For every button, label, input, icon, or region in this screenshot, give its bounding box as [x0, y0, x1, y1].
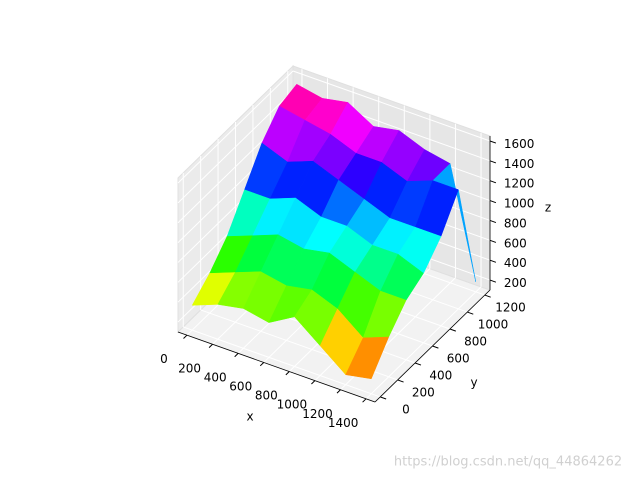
- y-tick-label: 1200: [495, 301, 526, 315]
- tick-mark: [489, 140, 497, 144]
- tick-mark: [234, 353, 239, 358]
- x-tick-label: 0: [160, 352, 168, 366]
- y-tick-label: 600: [447, 352, 470, 366]
- z-tick-label: 1000: [504, 197, 535, 211]
- grid-line: [177, 70, 294, 184]
- x-tick-label: 200: [178, 361, 201, 375]
- axis-line: [374, 289, 491, 403]
- z-tick-label: 800: [504, 216, 527, 230]
- y-tick-label: 0: [402, 402, 410, 416]
- tick-mark: [397, 379, 404, 383]
- y-tick-label: 200: [412, 385, 435, 399]
- x-tick-label: 1000: [277, 398, 308, 412]
- tick-mark: [432, 345, 439, 349]
- z-tick-label: 1400: [504, 157, 535, 171]
- z-tick-label: 1600: [504, 137, 535, 151]
- x-tick-label: 400: [204, 370, 227, 384]
- surface-patch: [345, 336, 390, 380]
- z-tick-label: 400: [504, 256, 527, 270]
- tick-mark: [489, 259, 497, 263]
- tick-mark: [336, 389, 341, 394]
- y-tick-label: 400: [429, 368, 452, 382]
- z-tick-label: 1200: [504, 177, 535, 191]
- tick-mark: [362, 398, 367, 403]
- z-tick-label: 200: [504, 276, 527, 290]
- z-tick-label: 600: [504, 236, 527, 250]
- x-tick-label: 600: [229, 380, 252, 394]
- tick-mark: [414, 362, 422, 366]
- tick-mark: [489, 219, 497, 224]
- tick-mark: [208, 343, 213, 348]
- tick-mark: [489, 279, 497, 283]
- tick-mark: [311, 380, 316, 385]
- tick-mark: [285, 371, 290, 376]
- y-axis-label: y: [470, 376, 477, 390]
- tick-mark: [449, 328, 457, 332]
- x-tick-label: 800: [255, 389, 278, 403]
- tick-mark: [380, 396, 387, 400]
- tick-mark: [484, 294, 491, 298]
- x-tick-label: 1200: [302, 407, 333, 421]
- tick-mark: [183, 334, 188, 339]
- tick-mark: [489, 180, 497, 184]
- plot-area: 0200400600800100012001400020040060080010…: [160, 64, 535, 430]
- tick-mark: [489, 239, 497, 243]
- tick-mark: [489, 160, 497, 164]
- grid-line: [183, 326, 381, 398]
- y-tick-label: 1000: [478, 318, 509, 332]
- grid-line: [177, 90, 294, 204]
- y-tick-label: 800: [464, 335, 487, 349]
- tick-mark: [467, 311, 474, 315]
- tick-mark: [489, 200, 497, 204]
- x-axis-label: x: [246, 410, 253, 424]
- axis-line: [177, 331, 376, 403]
- grid-line: [292, 70, 491, 142]
- z-axis-label: z: [545, 201, 551, 215]
- tick-mark: [259, 362, 265, 367]
- watermark: https://blog.csdn.net/qq_44864262: [394, 455, 622, 470]
- x-tick-label: 1400: [328, 416, 359, 430]
